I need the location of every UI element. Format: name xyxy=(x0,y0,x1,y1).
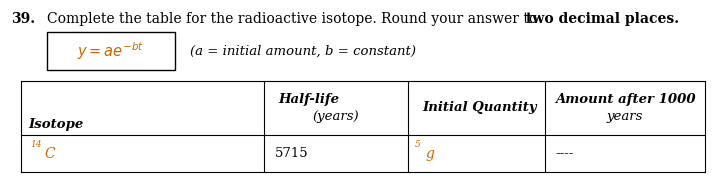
Text: 14: 14 xyxy=(30,140,42,149)
Text: C: C xyxy=(44,147,55,161)
Text: Amount after 1000: Amount after 1000 xyxy=(556,93,696,105)
Text: Initial Quantity: Initial Quantity xyxy=(422,101,537,114)
Text: Half-life: Half-life xyxy=(279,93,339,105)
Text: $\mathit{y} = \mathit{a}\mathit{e}^{-\mathit{bt}}$: $\mathit{y} = \mathit{a}\mathit{e}^{-\ma… xyxy=(77,40,145,62)
Text: 39.: 39. xyxy=(11,12,35,26)
Text: g: g xyxy=(426,147,435,161)
Bar xyxy=(47,32,175,70)
Text: Complete the table for the radioactive isotope. Round your answer to: Complete the table for the radioactive i… xyxy=(47,12,541,26)
Text: (a = initial amount, b = constant): (a = initial amount, b = constant) xyxy=(190,45,416,58)
Text: years: years xyxy=(606,110,643,123)
Text: (years): (years) xyxy=(313,110,359,123)
Text: ----: ---- xyxy=(556,147,574,160)
Text: Isotope: Isotope xyxy=(29,118,84,131)
Text: two decimal places.: two decimal places. xyxy=(526,12,679,26)
Text: 5715: 5715 xyxy=(275,147,309,160)
Text: 5: 5 xyxy=(415,140,421,149)
